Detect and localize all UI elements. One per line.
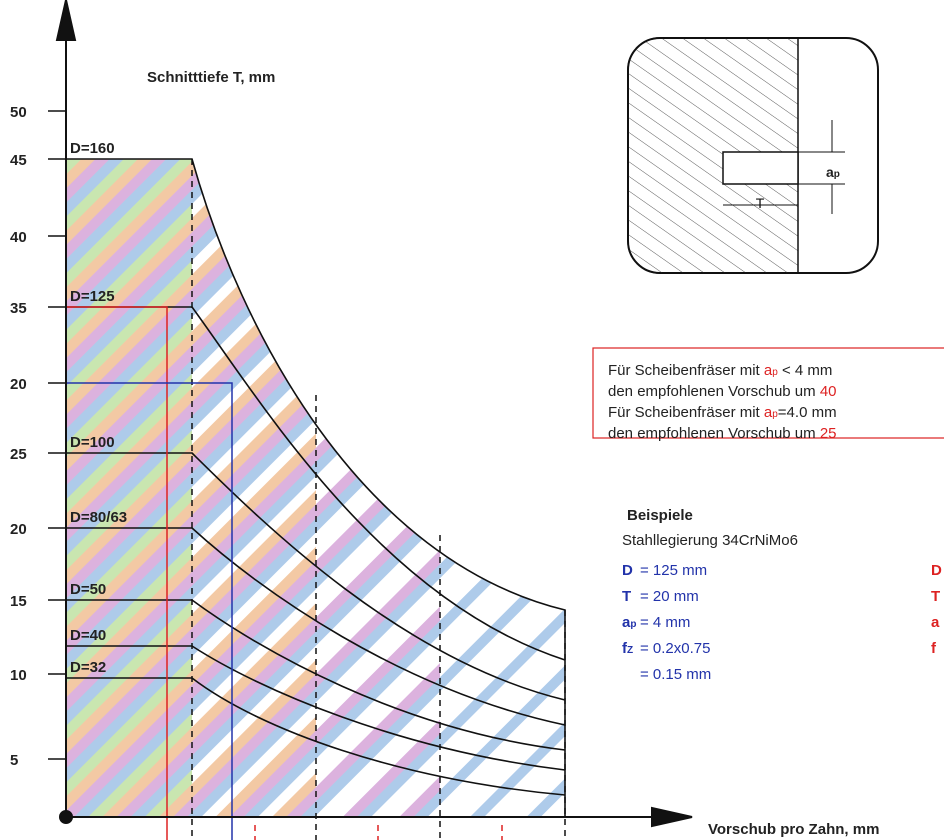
note-part: < 4 mm (778, 362, 833, 379)
example-symbol: D (622, 562, 633, 579)
note-part: a (764, 362, 773, 379)
curve-label: D=50 (70, 581, 106, 598)
y-tick-label: 40 (10, 229, 27, 246)
curve-label: D=80/63 (70, 509, 127, 526)
slot-label: ap (826, 164, 840, 180)
note-line: Für Scheibenfräser mit ap=4.0 mm (608, 404, 837, 421)
note-part: Für Scheibenfräser mit (608, 362, 764, 379)
symbol: a (622, 614, 631, 631)
note-line: den empfohlenen Vorschub um 25 (608, 425, 837, 442)
note-part: 25 (820, 425, 837, 442)
curve-label: D=32 (70, 659, 106, 676)
curve-labels: D=160 D=125 D=100 D=80/63 D=50 D=40 D=32 (70, 140, 127, 676)
y-tick-label: 20 (10, 376, 27, 393)
x-axis-label: Vorschub pro Zahn, mm (708, 821, 879, 838)
note-part: =4.0 mm (778, 404, 837, 421)
y-tick-label: 50 (10, 104, 27, 121)
y-tick-label: 20 (10, 521, 27, 538)
symbol: T (622, 588, 631, 605)
curve-label: D=100 (70, 434, 115, 451)
example-title: Beispiele (627, 507, 693, 524)
example-symbol: T (622, 588, 631, 605)
note-box (592, 347, 944, 439)
y-tick-label: 15 (10, 593, 27, 610)
symbol: f (622, 640, 628, 657)
curve-label: D=40 (70, 627, 106, 644)
axes (55, 0, 693, 828)
depth-label: T (756, 195, 765, 211)
note-line: Für Scheibenfräser mit ap < 4 mm (608, 362, 832, 379)
note-part: p (772, 409, 778, 420)
note-part: Für Scheibenfräser mit (608, 404, 764, 421)
y-tick-label: 5 (10, 752, 18, 769)
example-value: = 0.2x0.75 (640, 640, 710, 657)
note-line: den empfohlenen Vorschub um 40 (608, 383, 837, 400)
example-symbol-right: T (931, 588, 940, 605)
curve-label: D=125 (70, 288, 115, 305)
curve-label: D=160 (70, 140, 115, 157)
example-symbol-right: f (931, 640, 937, 657)
example-value: = 0.15 mm (640, 666, 711, 683)
example-symbol: fZ (622, 640, 633, 657)
example-material: Stahllegierung 34CrNiMo6 (622, 532, 798, 549)
note-part: den empfohlenen Vorschub um (608, 425, 820, 442)
dashed-lines (191, 159, 566, 840)
symbol-sub: p (630, 619, 636, 630)
symbol-sub: Z (627, 645, 633, 656)
note-part: 40 (820, 383, 837, 400)
example-symbol-right: a (931, 614, 940, 631)
note-part: den empfohlenen Vorschub um (608, 383, 820, 400)
example-value: = 125 mm (640, 562, 707, 579)
y-tick-label: 10 (10, 667, 27, 684)
y-axis-label: Schnitttiefe T, mm (147, 69, 275, 86)
y-ticks: 50 45 40 35 20 25 20 15 10 5 (10, 104, 66, 769)
red-example (66, 306, 503, 840)
example-value: = 4 mm (640, 614, 690, 631)
y-tick-label: 25 (10, 446, 27, 463)
example-symbol-right: D (931, 562, 942, 579)
note-part: a (764, 404, 773, 421)
curves (66, 158, 566, 817)
sketch: T ap (627, 37, 879, 274)
y-tick-label: 35 (10, 300, 27, 317)
example-symbol: ap (622, 614, 636, 631)
note-part: p (772, 367, 778, 378)
example-value: = 20 mm (640, 588, 699, 605)
y-tick-label: 45 (10, 152, 27, 169)
symbol: D (622, 562, 633, 579)
blue-example (66, 382, 233, 840)
